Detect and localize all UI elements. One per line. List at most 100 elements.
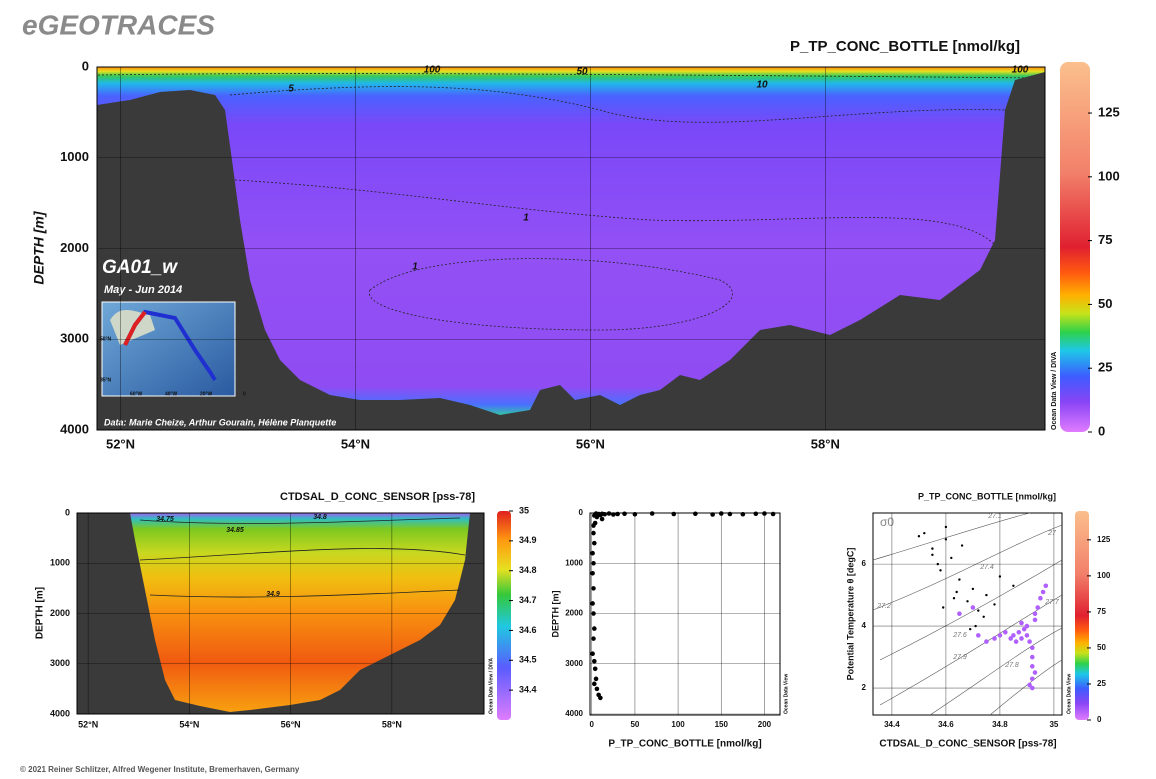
data-point <box>1030 654 1035 660</box>
data-point <box>710 512 715 517</box>
data-point <box>984 639 989 644</box>
y-tick-label: 3000 <box>50 658 70 668</box>
period-label: May - Jun 2014 <box>104 284 182 296</box>
data-point <box>1019 636 1024 641</box>
data-point <box>917 535 921 538</box>
colorbar-tick-label: 25 <box>1097 679 1106 688</box>
data-point <box>1027 682 1032 688</box>
y-tick-label: 0 <box>82 58 89 73</box>
data-point <box>1021 626 1027 632</box>
y-tick-label: 2000 <box>50 608 70 618</box>
data-point <box>931 547 934 550</box>
data-point <box>591 560 596 566</box>
data-point <box>1032 611 1038 616</box>
colorbar-tick-label: 25 <box>1098 360 1112 375</box>
x-tick-label: 150 <box>715 720 729 729</box>
data-point <box>1019 620 1024 626</box>
colorbar-tick-label: 100 <box>1097 571 1111 580</box>
data-point <box>770 511 776 517</box>
data-point <box>592 626 597 631</box>
y-axis-label: DEPTH [m] <box>550 590 560 637</box>
y-tick-label: 2000 <box>565 609 583 618</box>
x-tick-label: 100 <box>671 720 685 729</box>
y-axis-label: DEPTH [m] <box>31 210 47 284</box>
contour-label: 27.6 <box>952 632 967 639</box>
y-tick-label: 4000 <box>50 708 70 718</box>
data-point <box>1024 633 1030 638</box>
colorbar-tick-label: 34.7 <box>519 595 537 605</box>
inset-label: 35°N <box>100 377 112 383</box>
data-point <box>622 511 627 517</box>
data-point <box>602 511 607 517</box>
contour-label: 27.8 <box>1004 662 1019 669</box>
colorbar <box>1075 511 1089 720</box>
data-point <box>671 511 677 517</box>
contour-label: 1 <box>412 262 418 273</box>
data-point <box>594 514 600 520</box>
watermark: Ocean Data View <box>783 674 789 714</box>
data-point <box>1038 595 1043 601</box>
chart-title: P_TP_CONC_BOTTLE [nmol/kg] <box>790 38 1020 55</box>
data-point <box>611 512 616 517</box>
sigma-label: σ0 <box>880 515 894 529</box>
contour-label: 27.7 <box>1044 599 1060 606</box>
data-point <box>592 666 598 672</box>
y-tick-label: 4000 <box>565 709 583 718</box>
data-point <box>957 611 962 616</box>
contour-label: 34.75 <box>156 516 174 523</box>
data-point <box>931 553 934 557</box>
contour-label: 27.2 <box>876 603 891 610</box>
data-point <box>923 531 926 535</box>
data-point <box>591 636 596 641</box>
data-point <box>939 569 942 572</box>
data-point <box>693 511 698 517</box>
data-point <box>955 590 958 594</box>
data-point <box>649 511 655 516</box>
data-point <box>958 578 961 581</box>
contour-label: 1 <box>523 213 529 224</box>
contour-label: 34.85 <box>226 527 244 534</box>
data-point <box>598 512 603 518</box>
data-point <box>590 651 595 656</box>
data-point <box>599 516 605 522</box>
data-point <box>998 575 1002 578</box>
data-point <box>1043 583 1049 589</box>
data-point <box>960 544 964 547</box>
data-point <box>1008 636 1013 641</box>
cruise-label: GA01_w <box>102 257 178 278</box>
data-point <box>970 605 976 610</box>
data-point <box>976 633 981 638</box>
data-point <box>1024 623 1030 629</box>
data-point <box>615 511 620 517</box>
contour <box>139 517 461 524</box>
data-point <box>592 540 597 546</box>
data-point <box>950 556 953 560</box>
x-axis-label: CTDSAL_D_CONC_SENSOR [pss-78] <box>879 739 1056 750</box>
data-point <box>740 511 746 517</box>
data-point <box>1040 589 1046 595</box>
data-point <box>590 550 595 556</box>
brand-title: eGEOTRACES <box>22 9 215 40</box>
y-tick-label: 0 <box>65 507 70 517</box>
data-point <box>1011 633 1016 638</box>
watermark: Ocean Data View <box>1066 674 1072 714</box>
colorbar-tick-label: 75 <box>1098 232 1112 247</box>
x-tick-label: 56°N <box>281 719 301 729</box>
section-field <box>130 513 470 712</box>
chart-title: P_TP_CONC_BOTTLE [nmol/kg] <box>918 491 1056 501</box>
colorbar-tick-label: 35 <box>519 505 529 515</box>
y-tick-label: 2000 <box>60 240 89 255</box>
colorbar-tick-label: 50 <box>1097 643 1106 652</box>
y-axis-label: DEPTH [m] <box>35 587 46 639</box>
data-point <box>936 562 939 566</box>
data-point <box>718 511 724 516</box>
x-tick-label: 54°N <box>341 436 370 451</box>
y-tick-label: 1000 <box>565 558 583 567</box>
colorbar <box>1060 62 1090 432</box>
credit: Data: Marie Cheize, Arthur Gourain, Hélè… <box>104 417 336 427</box>
y-tick-label: 3000 <box>565 659 583 668</box>
data-point <box>590 570 595 576</box>
data-point <box>1030 645 1035 651</box>
x-tick-label: 50 <box>630 720 639 729</box>
